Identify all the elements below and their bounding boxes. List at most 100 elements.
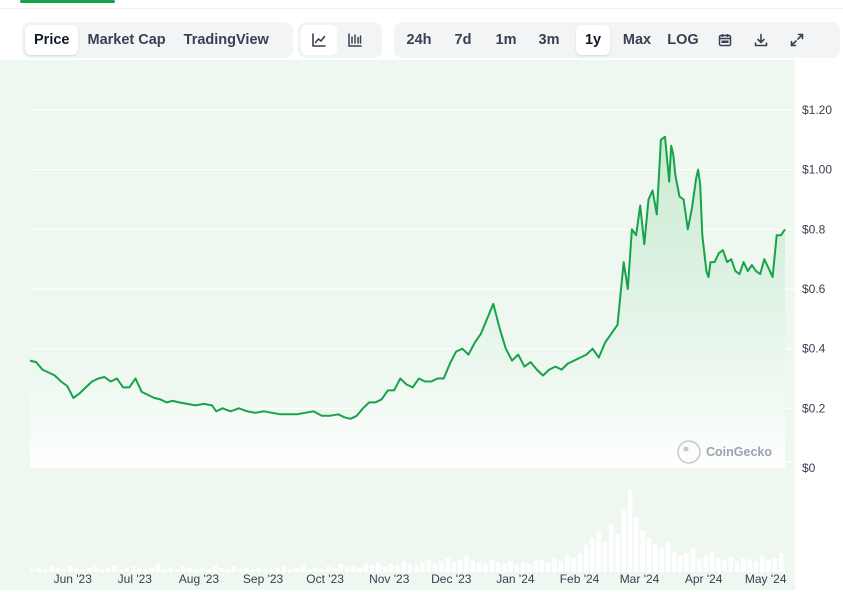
line-chart-icon[interactable]: [301, 25, 337, 55]
volume-bar: [527, 563, 532, 572]
volume-bar: [520, 562, 526, 572]
volume-bar: [199, 567, 205, 572]
volume-bar: [168, 567, 174, 572]
volume-bar: [376, 562, 381, 572]
volume-bar: [445, 558, 451, 572]
volume-bar: [388, 563, 394, 572]
volume-bar: [300, 565, 306, 572]
volume-bar: [99, 569, 104, 572]
volume-bar: [294, 567, 300, 572]
volume-bar: [174, 569, 180, 572]
volume-bar: [602, 541, 608, 572]
volume-bar: [470, 561, 476, 572]
volume-bar: [590, 537, 595, 572]
volume-bar: [464, 555, 469, 572]
volume-bar: [583, 544, 589, 572]
volume-bar: [420, 562, 425, 572]
volume-bar: [728, 557, 734, 572]
volume-bar: [715, 558, 721, 572]
volume-bar: [67, 565, 73, 572]
coingecko-logo-icon: [677, 440, 701, 464]
volume-bar: [608, 524, 614, 572]
volume-bar: [187, 567, 193, 572]
volume-bar: [137, 567, 142, 572]
top-divider: [0, 8, 843, 9]
volume-bar: [432, 563, 438, 572]
volume-bar: [124, 567, 130, 572]
volume-bar: [61, 569, 67, 572]
volume-bar: [394, 565, 400, 572]
volume-bar: [306, 569, 312, 572]
volume-bar: [237, 569, 243, 572]
volume-bar: [212, 565, 218, 572]
volume-bar: [778, 552, 784, 572]
volume-bar: [678, 555, 683, 572]
download-icon[interactable]: [743, 25, 779, 55]
volume-bar: [709, 551, 715, 572]
volume-bar: [539, 559, 545, 572]
x-tick-label: Jun '23: [54, 572, 93, 586]
volume-bar: [80, 569, 86, 572]
calendar-icon[interactable]: [707, 25, 743, 55]
volume-bar: [646, 537, 652, 572]
range-1y[interactable]: 1y: [576, 25, 610, 55]
volume-bar: [634, 517, 639, 572]
volume-bar: [256, 567, 262, 572]
volume-bar: [92, 566, 98, 572]
volume-bar: [288, 569, 293, 572]
range-log[interactable]: LOG: [667, 32, 699, 48]
price-line: [29, 135, 786, 420]
volume-bar: [181, 566, 186, 572]
volume-bar: [514, 565, 520, 572]
range-1m[interactable]: 1m: [495, 32, 517, 48]
volume-bar: [684, 552, 690, 572]
tab-tradingview[interactable]: TradingView: [183, 32, 269, 48]
x-tick-label: Aug '23: [179, 572, 220, 586]
volume-bar: [105, 567, 111, 572]
volume-bar: [130, 566, 136, 572]
volume-bar: [281, 566, 287, 572]
x-tick-label: Jul '23: [118, 572, 153, 586]
volume-bar: [382, 566, 388, 572]
y-tick-label: $0.4: [802, 342, 826, 356]
volume-bar: [231, 566, 237, 572]
volume-bar: [577, 552, 583, 572]
range-7d[interactable]: 7d: [454, 32, 472, 48]
volume-bar: [501, 563, 507, 572]
volume-bar: [332, 567, 337, 572]
volume-bar: [747, 559, 753, 572]
volume-bar: [558, 561, 564, 572]
volume-bar: [30, 569, 35, 572]
volume-bar: [640, 531, 646, 572]
volume-bar: [489, 559, 495, 572]
tab-market-cap[interactable]: Market Cap: [87, 32, 166, 48]
volume-bar: [118, 569, 123, 572]
volume-bar: [696, 558, 702, 572]
volume-bar: [596, 531, 602, 572]
tab-price[interactable]: Price: [25, 25, 79, 55]
x-tick-label: Mar '24: [620, 572, 660, 586]
volume-bar: [772, 558, 778, 572]
volume-bar: [571, 558, 576, 572]
range-24h[interactable]: 24h: [406, 32, 432, 48]
volume-bar: [615, 533, 620, 572]
volume-bar: [36, 567, 42, 572]
candlestick-icon[interactable]: [337, 25, 373, 55]
volume-bar: [319, 569, 325, 572]
volume-bar: [338, 563, 344, 572]
chart-style-group: [298, 22, 382, 58]
volume-bar: [741, 558, 746, 572]
x-tick-label: Nov '23: [369, 572, 410, 586]
volume-bar: [149, 567, 155, 572]
range-3m[interactable]: 3m: [538, 32, 560, 48]
volume-bar: [269, 569, 274, 572]
range-max[interactable]: Max: [622, 32, 652, 48]
volume-bar: [621, 510, 627, 572]
volume-bar: [659, 547, 664, 572]
volume-bar: [451, 562, 457, 572]
volume-bar: [703, 555, 708, 572]
volume-bar: [690, 547, 696, 572]
volume-bar: [48, 566, 54, 572]
expand-icon[interactable]: [779, 25, 815, 55]
